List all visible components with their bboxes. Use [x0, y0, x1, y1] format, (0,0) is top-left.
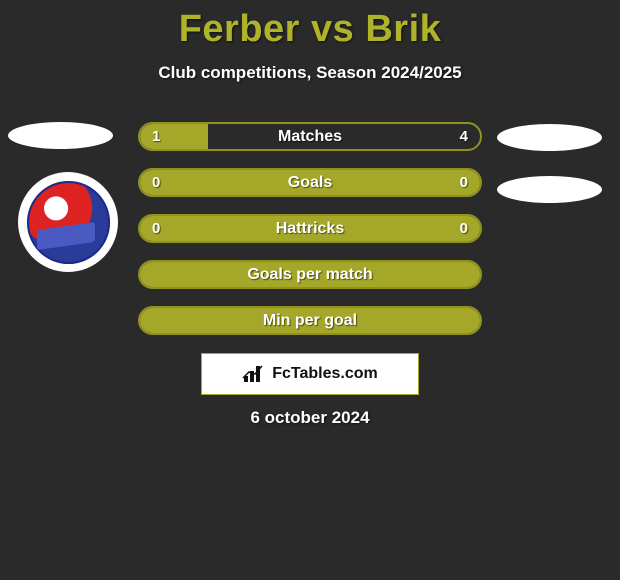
- stat-bar: 0Hattricks0: [138, 214, 482, 243]
- brand-chart-icon: [242, 364, 266, 384]
- brand-box[interactable]: FcTables.com: [201, 353, 419, 395]
- bar-label: Goals per match: [140, 266, 480, 284]
- bar-value-right: 0: [460, 174, 468, 191]
- date-text: 6 october 2024: [0, 408, 620, 428]
- player-right-placeholder-1: [497, 124, 602, 151]
- club-badge: [18, 172, 118, 272]
- bar-value-right: 4: [460, 128, 468, 145]
- player-left-placeholder: [8, 122, 113, 149]
- bar-label: Matches: [140, 128, 480, 146]
- player-right-placeholder-2: [497, 176, 602, 203]
- page-title: Ferber vs Brik: [0, 0, 620, 51]
- stat-bars: 1Matches40Goals00Hattricks0Goals per mat…: [138, 122, 482, 352]
- subtitle: Club competitions, Season 2024/2025: [0, 63, 620, 83]
- brand-text: FcTables.com: [272, 365, 378, 383]
- stat-bar: 1Matches4: [138, 122, 482, 151]
- stat-bar: Min per goal: [138, 306, 482, 335]
- bar-label: Goals: [140, 174, 480, 192]
- stat-bar: 0Goals0: [138, 168, 482, 197]
- bar-label: Hattricks: [140, 220, 480, 238]
- stat-bar: Goals per match: [138, 260, 482, 289]
- bar-value-right: 0: [460, 220, 468, 237]
- bar-label: Min per goal: [140, 312, 480, 330]
